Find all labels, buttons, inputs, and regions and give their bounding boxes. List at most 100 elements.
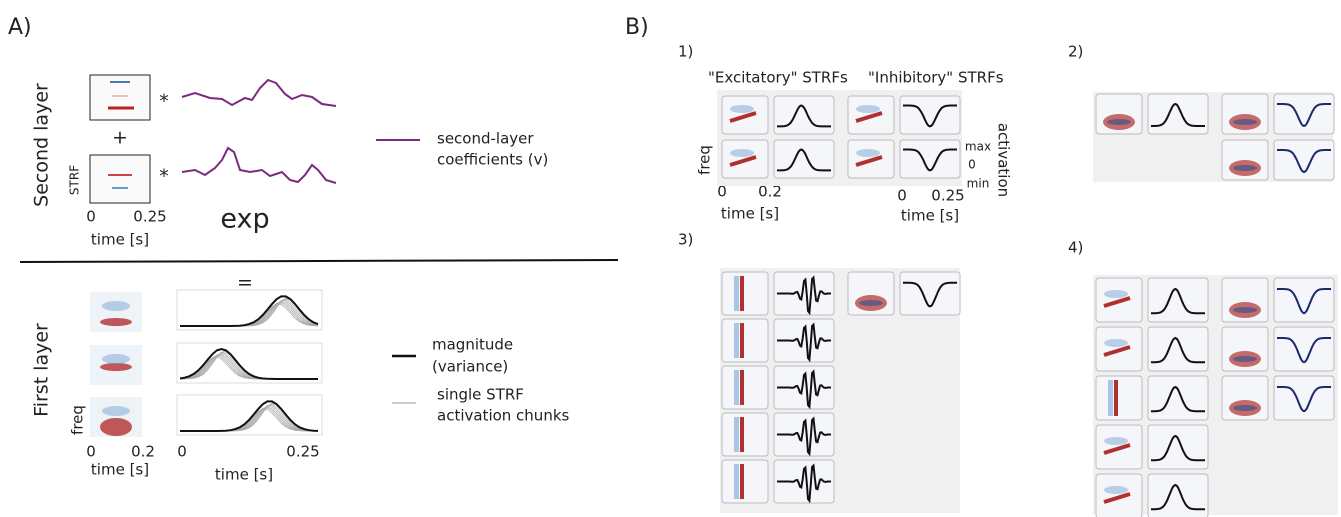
operator: exp xyxy=(220,204,269,235)
strf-blob xyxy=(859,300,883,306)
strf-blob xyxy=(1233,307,1257,313)
strf-blob xyxy=(1107,119,1131,125)
coefficient-curve xyxy=(181,78,337,107)
strf-tile xyxy=(721,459,769,504)
strf-stripe xyxy=(1108,380,1113,416)
legend-label: (variance) xyxy=(432,358,508,376)
tick-label: 0 xyxy=(897,187,907,205)
strf-tile xyxy=(1095,375,1143,421)
activation-tile xyxy=(773,139,835,179)
coefficient-curve xyxy=(181,146,337,184)
strf-stripe xyxy=(740,417,744,452)
layer-title: Second layer xyxy=(31,83,53,207)
strf-stripe xyxy=(734,276,739,311)
tick-label: 0 xyxy=(86,443,96,461)
strf-tile xyxy=(721,365,769,410)
strf-blob xyxy=(100,363,132,371)
axis-label: time [s] xyxy=(721,205,779,223)
activation-tile xyxy=(899,139,961,179)
strf-blob xyxy=(100,318,132,326)
strf-blob xyxy=(856,149,880,157)
group-label: 3) xyxy=(678,231,693,249)
tick-label: 0.25 xyxy=(931,187,964,205)
scale-label: min xyxy=(967,177,990,191)
strf-stripe xyxy=(734,417,739,452)
scale-label: 0 xyxy=(968,158,976,172)
activation-curve xyxy=(903,148,957,172)
strf-stripe xyxy=(740,323,744,358)
strf-stripe xyxy=(740,370,744,405)
axis-label: freq xyxy=(696,145,714,175)
activation-tile xyxy=(899,95,961,135)
strf-stripe xyxy=(740,464,744,499)
activation-tile xyxy=(773,271,835,316)
strf-stripe xyxy=(855,111,883,123)
strf-blob xyxy=(1104,486,1128,494)
axis-label: time [s] xyxy=(215,466,273,484)
tick-label: 0 xyxy=(177,443,187,461)
strf-blob xyxy=(102,406,130,416)
activation-curve xyxy=(777,275,831,316)
activation-curve xyxy=(1151,385,1205,413)
strf-blob xyxy=(1233,165,1257,171)
strf-stripe xyxy=(1103,345,1131,357)
strf-blob xyxy=(1104,437,1128,445)
legend-label: magnitude xyxy=(432,336,513,354)
tick-label: 0.2 xyxy=(131,443,155,461)
legend-label: activation chunks xyxy=(437,407,570,425)
scale-label: max xyxy=(965,140,991,154)
strf-stripe xyxy=(734,323,739,358)
activation-curve xyxy=(903,104,957,128)
strf-stripe xyxy=(1114,380,1118,416)
activation-curve xyxy=(777,104,831,128)
strf-blob xyxy=(856,105,880,113)
activation-tile xyxy=(773,318,835,363)
axis-label: time [s] xyxy=(901,207,959,225)
axis-label: time [s] xyxy=(91,461,149,479)
activation-curve xyxy=(1151,102,1205,127)
column-title: "Inhibitory" STRFs xyxy=(868,69,1004,87)
strf-blob xyxy=(730,105,754,113)
activation-tile xyxy=(1273,326,1335,372)
strf-blob xyxy=(730,149,754,157)
activation-tile xyxy=(773,365,835,410)
strf-tile xyxy=(721,412,769,457)
legend-label: second-layer xyxy=(437,130,534,148)
magnitude-curve xyxy=(180,400,319,432)
activation-curve xyxy=(777,322,831,363)
operator: = xyxy=(237,272,253,294)
activation-tile xyxy=(1147,93,1209,135)
activation-curve xyxy=(1151,287,1205,315)
operator: * xyxy=(159,91,169,113)
activation-curve xyxy=(1277,337,1331,364)
strf-blob xyxy=(102,301,130,311)
activation-curve xyxy=(777,463,831,504)
panel-label: B) xyxy=(625,15,649,40)
strf-stripe xyxy=(740,276,744,311)
strf-blob xyxy=(1233,119,1257,125)
strf-blob xyxy=(1233,405,1257,411)
axis-label: activation xyxy=(995,123,1013,197)
divider xyxy=(19,259,619,263)
activation-tile xyxy=(1273,139,1335,181)
activation-tile xyxy=(1273,277,1335,323)
axis-label: STRF xyxy=(68,165,82,195)
axis-label: freq xyxy=(69,405,87,435)
activation-tile xyxy=(1273,93,1335,135)
activation-tile xyxy=(773,459,835,504)
strf-blob xyxy=(1104,339,1128,347)
strf-stripe xyxy=(855,155,883,167)
group-label: 1) xyxy=(678,43,693,61)
strf-stripe xyxy=(1103,443,1131,455)
axis-label: time [s] xyxy=(91,231,149,249)
activation-tile xyxy=(1147,473,1209,517)
tick-label: 0.2 xyxy=(758,183,782,201)
activation-curve xyxy=(777,369,831,410)
strf-stripe xyxy=(734,464,739,499)
strf-stripe xyxy=(1103,492,1131,504)
activation-tile xyxy=(773,95,835,135)
strf-blob xyxy=(102,354,130,364)
activation-curve xyxy=(1151,434,1205,462)
strf-tile xyxy=(721,271,769,316)
